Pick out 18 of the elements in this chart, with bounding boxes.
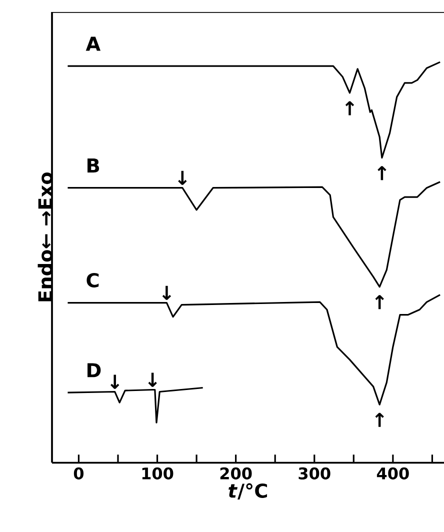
- x-tick-label: 300: [298, 467, 330, 480]
- annotation: ↓: [148, 372, 157, 387]
- annotation: ↓: [110, 374, 120, 389]
- x-axis-title: t/°C: [228, 483, 267, 500]
- annotation: ↓: [162, 286, 172, 300]
- annotation: ↑: [375, 295, 384, 310]
- series-label: B: [88, 158, 100, 172]
- annotation: ↑: [375, 412, 384, 427]
- x-tick-label: 400: [376, 467, 409, 480]
- series-label: A: [86, 36, 101, 51]
- x-tick-label: 200: [220, 467, 252, 480]
- x-tick-label: 100: [142, 467, 174, 480]
- series-label: D: [88, 363, 101, 378]
- x-tick-label: 0: [74, 467, 84, 480]
- series-label: C: [86, 272, 99, 288]
- annotation: ↑: [345, 101, 354, 116]
- annotation: ↑: [378, 166, 386, 180]
- annotation: ↓: [178, 170, 187, 185]
